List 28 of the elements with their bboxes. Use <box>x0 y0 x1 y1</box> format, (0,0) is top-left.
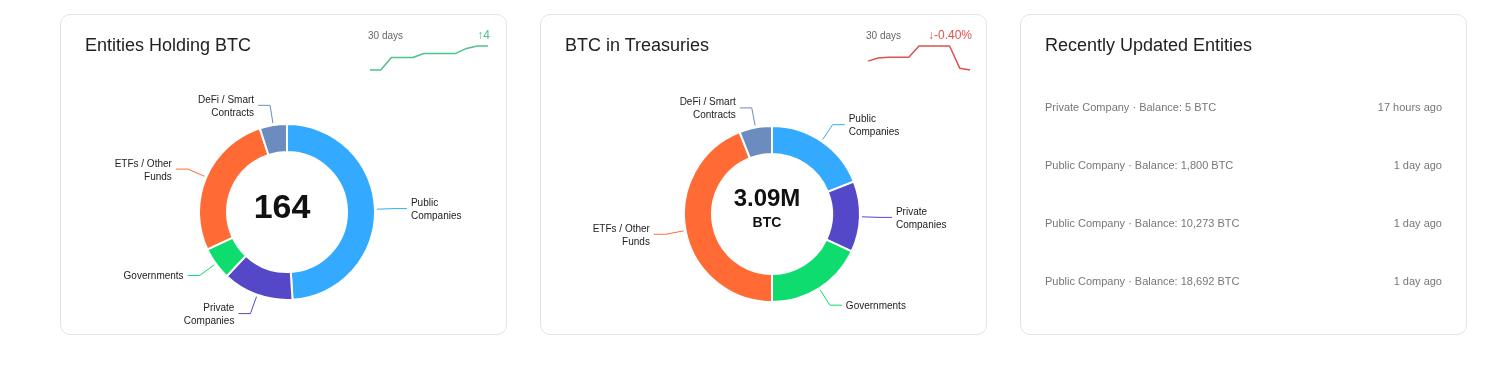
text: 17 hours ago <box>1377 101 1442 113</box>
slice-label: ETFs / Other Funds <box>114 157 173 182</box>
text: 1 day ago <box>1393 275 1442 287</box>
text: Private Company · Balance: 5 BTC <box>1045 101 1217 113</box>
text: 1 day ago <box>1393 159 1442 171</box>
text: 164 <box>252 186 312 227</box>
text: Public Company · Balance: 10,273 BTC <box>1045 217 1240 229</box>
text: 30 days <box>866 30 902 41</box>
text: Public Company · Balance: 18,692 BTC <box>1045 275 1240 287</box>
slice-label: Public Companies <box>410 196 462 221</box>
slice-label: Governments <box>123 269 184 281</box>
text: 30 days <box>368 30 404 41</box>
slice-label: DeFi / Smart Contracts <box>679 95 736 120</box>
text: BTC <box>751 213 783 231</box>
text: ↑4 <box>477 28 490 42</box>
chart-title: BTC in Treasuries <box>565 35 710 56</box>
text: Recently Updated Entities <box>1045 35 1253 56</box>
slice-label: ETFs / Other Funds <box>592 222 651 247</box>
text: Public Company · Balance: 1,800 BTC <box>1045 159 1234 171</box>
chart-title: Entities Holding BTC <box>85 35 252 56</box>
slice-label: Private Companies <box>895 205 947 230</box>
text: 3.09M <box>732 183 802 213</box>
slice-label: Governments <box>845 299 906 311</box>
slice-label: DeFi / Smart Contracts <box>197 93 255 118</box>
text: 1 day ago <box>1393 217 1442 229</box>
slice-label: Private Companies <box>183 301 235 326</box>
text: ↓-0.40% <box>927 28 972 42</box>
slice-label: Public Companies <box>848 112 900 137</box>
